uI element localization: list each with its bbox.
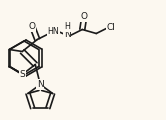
Text: O: O bbox=[29, 22, 36, 31]
Text: Cl: Cl bbox=[107, 23, 116, 32]
Text: S: S bbox=[19, 70, 25, 79]
Text: H: H bbox=[64, 22, 70, 31]
Text: O: O bbox=[81, 12, 88, 21]
Text: N: N bbox=[64, 30, 71, 39]
Text: HN: HN bbox=[47, 27, 59, 36]
Text: N: N bbox=[37, 80, 44, 89]
